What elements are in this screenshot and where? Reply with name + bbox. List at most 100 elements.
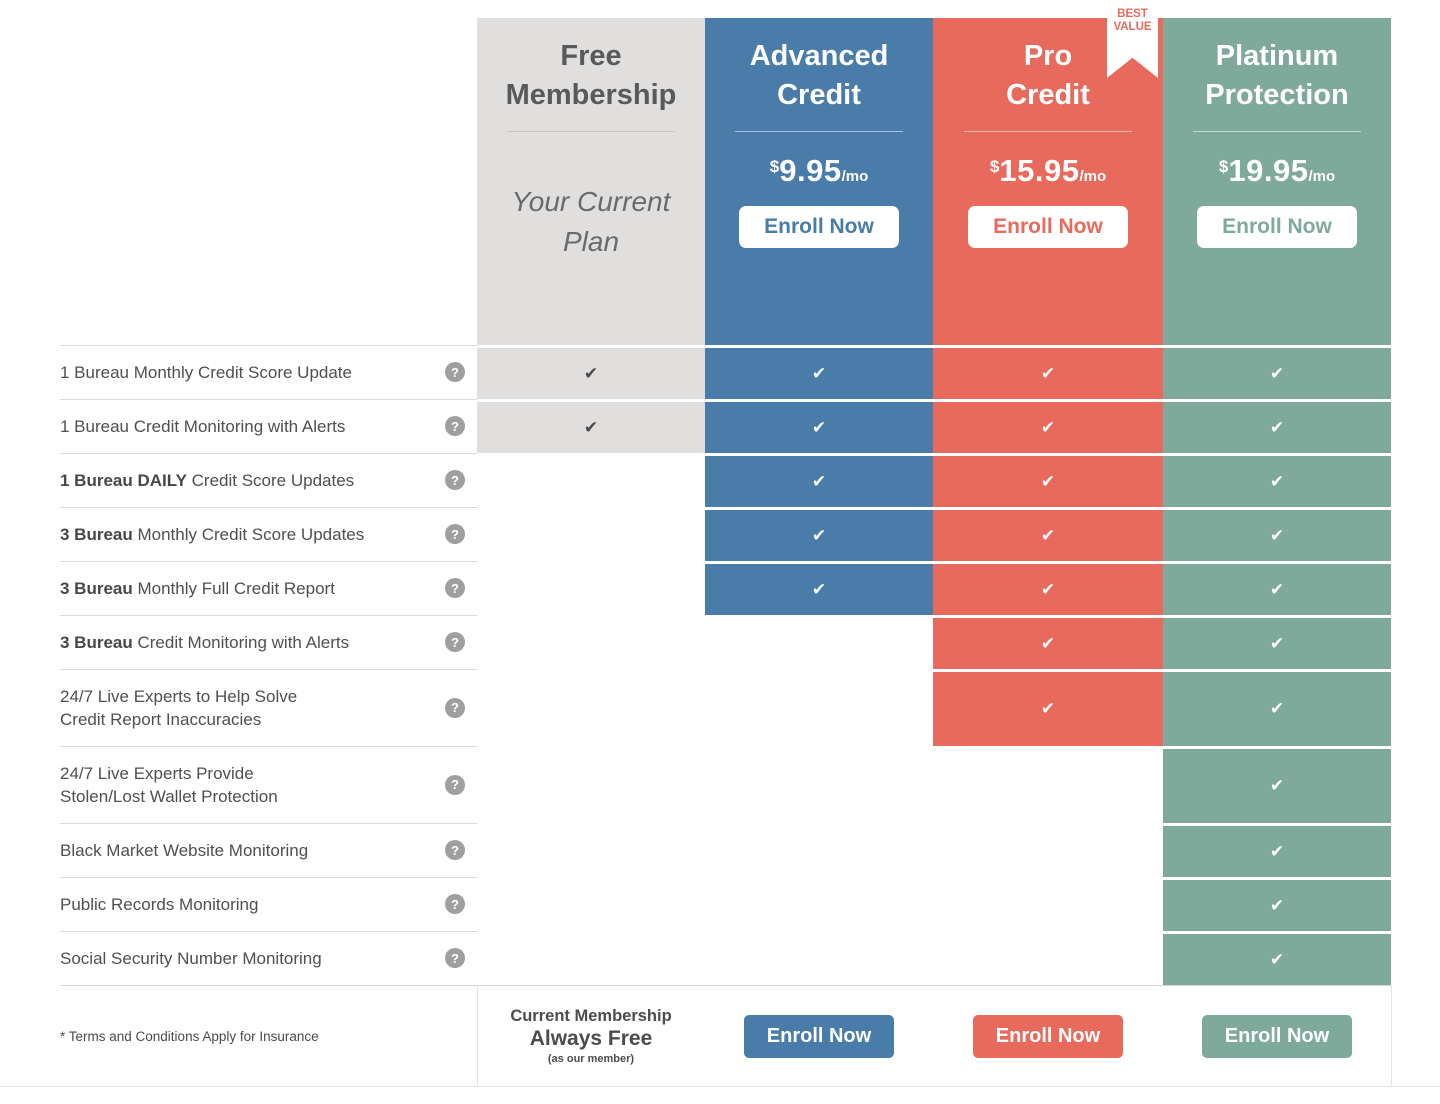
feature-cell-free [477,746,705,823]
footer-pro-cell: Enroll Now [933,985,1163,1087]
feature-cell-advanced [705,823,933,877]
help-icon[interactable]: ? [445,416,465,436]
help-icon[interactable]: ? [445,470,465,490]
feature-cell-advanced: ✔ [705,345,933,399]
feature-label: Public Records Monitoring [60,894,259,914]
feature-label-cell: 1 Bureau Credit Monitoring with Alerts ? [0,399,477,453]
help-icon[interactable]: ? [445,840,465,860]
table-row: 3 Bureau Monthly Credit Score Updates ? … [0,507,1440,561]
help-icon[interactable]: ? [445,632,465,652]
enroll-now-button-platinum-header[interactable]: Enroll Now [1197,206,1357,248]
enroll-now-button-advanced-header[interactable]: Enroll Now [739,206,899,248]
feature-cell-free: ✔ [477,399,705,453]
feature-label: 1 Bureau DAILY Credit Score Updates [60,470,355,490]
feature-label: 24/7 Live Experts to Help Solve Credit R… [60,686,298,729]
feature-cell-advanced [705,669,933,746]
terms-note: * Terms and Conditions Apply for Insuran… [60,1028,319,1044]
feature-label: 3 Bureau Monthly Credit Score Updates [60,524,365,544]
feature-cell-pro: ✔ [933,507,1163,561]
price-platinum: $19.95/mo [1218,153,1336,188]
feature-cell-advanced [705,931,933,985]
feature-cell-free [477,823,705,877]
plan-header-platinum: Platinum Protection $19.95/mo Enroll Now [1163,18,1391,345]
feature-cell-pro [933,746,1163,823]
feature-cell-platinum: ✔ [1163,746,1391,823]
help-icon[interactable]: ? [445,524,465,544]
feature-cell-free [477,615,705,669]
price-pro: $15.95/mo [989,153,1107,188]
plan-title-platinum: Platinum Protection [1205,40,1349,111]
feature-cell-advanced [705,877,933,931]
feature-cell-free [477,453,705,507]
table-row: 3 Bureau Monthly Full Credit Report ? ✔ … [0,561,1440,615]
table-row: 24/7 Live Experts Provide Stolen/Lost Wa… [0,746,1440,823]
table-row: 3 Bureau Credit Monitoring with Alerts ?… [0,615,1440,669]
feature-label-cell: 1 Bureau DAILY Credit Score Updates ? [0,453,477,507]
feature-label: 1 Bureau Credit Monitoring with Alerts [60,416,346,436]
help-icon[interactable]: ? [445,948,465,968]
help-icon[interactable]: ? [445,774,465,795]
feature-label: Social Security Number Monitoring [60,948,322,968]
table-row: 1 Bureau Monthly Credit Score Update ? ✔… [0,345,1440,399]
header-divider [964,131,1132,132]
plan-title-advanced: Advanced Credit [749,40,889,111]
plan-header-pro: BEST VALUE Pro Credit $15.95/mo Enroll N… [933,0,1163,345]
feature-label: 24/7 Live Experts Provide Stolen/Lost Wa… [60,763,278,806]
table-row: Social Security Number Monitoring ? ✔ [0,931,1440,985]
feature-label-cell: 1 Bureau Monthly Credit Score Update ? [0,345,477,399]
feature-label-cell: 3 Bureau Monthly Credit Score Updates ? [0,507,477,561]
feature-cell-platinum: ✔ [1163,823,1391,877]
enroll-now-button-advanced-footer[interactable]: Enroll Now [743,1014,895,1058]
feature-cell-platinum: ✔ [1163,399,1391,453]
feature-cell-pro [933,877,1163,931]
feature-cell-pro [933,823,1163,877]
feature-cell-advanced: ✔ [705,399,933,453]
feature-cell-pro [933,931,1163,985]
feature-cell-free [477,669,705,746]
table-row: Public Records Monitoring ? ✔ [0,877,1440,931]
feature-cell-pro: ✔ [933,669,1163,746]
feature-cell-free [477,507,705,561]
plan-header-advanced: Advanced Credit $9.95/mo Enroll Now [705,18,933,345]
feature-label-cell: Public Records Monitoring ? [0,877,477,931]
enroll-now-button-pro-header[interactable]: Enroll Now [968,206,1128,248]
header-divider [735,131,903,132]
feature-cell-platinum: ✔ [1163,507,1391,561]
header-spacer [0,18,477,345]
header-divider [1193,131,1361,132]
feature-label: 3 Bureau Credit Monitoring with Alerts [60,632,350,652]
feature-label-cell: 24/7 Live Experts Provide Stolen/Lost Wa… [0,746,477,823]
feature-cell-free: ✔ [477,345,705,399]
always-free-label: Always Free [529,1027,653,1050]
feature-cell-advanced [705,615,933,669]
enroll-now-button-pro-footer[interactable]: Enroll Now [972,1014,1124,1058]
feature-cell-platinum: ✔ [1163,669,1391,746]
feature-cell-advanced: ✔ [705,507,933,561]
enroll-now-button-platinum-footer[interactable]: Enroll Now [1201,1014,1353,1058]
feature-cell-platinum: ✔ [1163,561,1391,615]
help-icon[interactable]: ? [445,362,465,382]
plan-title-free: Free Membership [505,40,677,111]
footer-free-cell: Current Membership Always Free (as our m… [477,985,705,1087]
help-icon[interactable]: ? [445,578,465,598]
plans-header-row: Free Membership Your Current Plan Advanc… [0,0,1440,345]
feature-cell-pro: ✔ [933,615,1163,669]
footer-platinum-cell: Enroll Now [1163,985,1391,1087]
feature-cell-platinum: ✔ [1163,453,1391,507]
help-icon[interactable]: ? [445,697,465,718]
feature-rows: 1 Bureau Monthly Credit Score Update ? ✔… [0,345,1440,985]
terms-cell: * Terms and Conditions Apply for Insuran… [0,985,477,1087]
feature-label-cell: 3 Bureau Monthly Full Credit Report ? [0,561,477,615]
as-our-member-label: (as our member) [547,1053,635,1065]
feature-cell-pro: ✔ [933,399,1163,453]
feature-cell-platinum: ✔ [1163,615,1391,669]
feature-label: 3 Bureau Monthly Full Credit Report [60,578,335,598]
feature-cell-advanced: ✔ [705,561,933,615]
feature-cell-pro: ✔ [933,345,1163,399]
help-icon[interactable]: ? [445,894,465,914]
table-row: 24/7 Live Experts to Help Solve Credit R… [0,669,1440,746]
header-divider [507,131,675,132]
feature-label-cell: Black Market Website Monitoring ? [0,823,477,877]
feature-label: Black Market Website Monitoring [60,840,309,860]
